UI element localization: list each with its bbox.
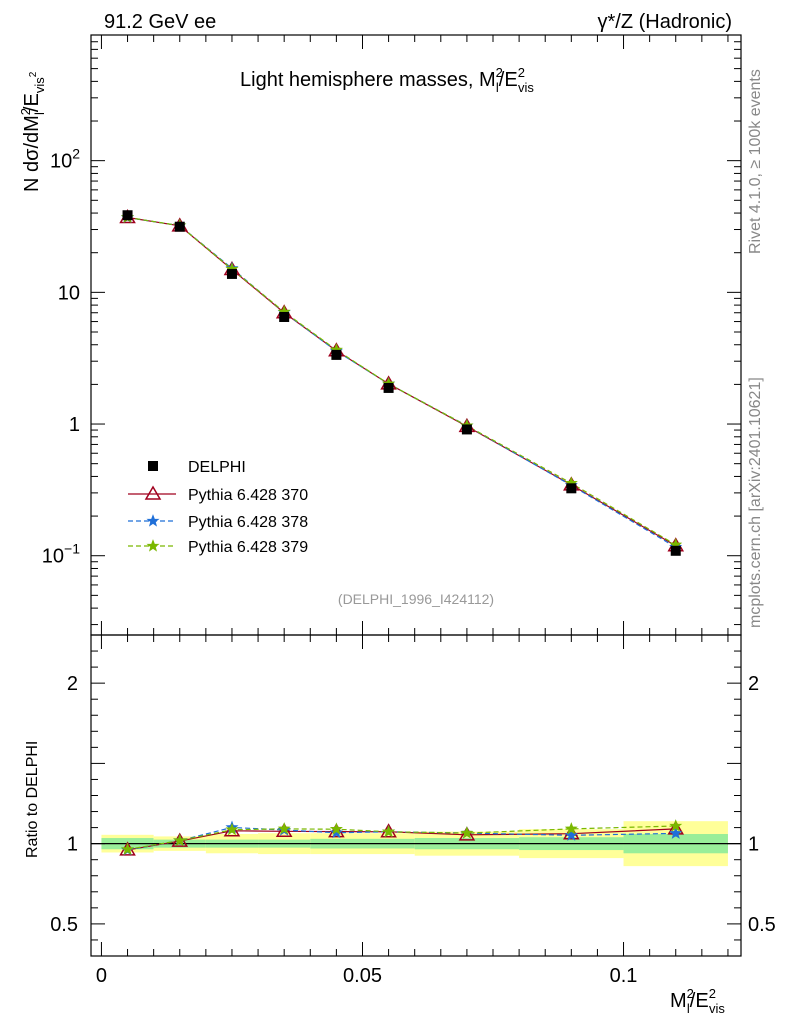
data-point: [566, 483, 577, 494]
ratio-point-2: [460, 826, 474, 839]
ratio-y-tick-label-left: 0.5: [50, 914, 78, 936]
ratio-point-2: [382, 824, 396, 838]
ratio-point-2: [564, 822, 578, 835]
header-left: 91.2 GeV ee: [104, 11, 216, 33]
ratio-point-2: [277, 822, 291, 835]
ratio-series: [119, 819, 685, 856]
y-tick-label: 1: [69, 414, 80, 436]
legend-marker: [144, 485, 162, 500]
data-point: [226, 268, 237, 279]
ratio-y-tick-label-left: 2: [67, 673, 78, 695]
x-tick-label: 0: [96, 965, 107, 987]
legend: DELPHI Pythia 6.428 370 Pythia 6.428 378 Py…: [128, 459, 308, 556]
legend-marker: [146, 539, 160, 552]
ratio-y-tick-label-left: 1: [67, 834, 78, 856]
data-point: [331, 349, 342, 360]
svg-text:Light hemisphere masses, M2l/E: Light hemisphere masses, M2 l/E2 vis: [240, 65, 534, 95]
ratio-point-2: [173, 833, 187, 847]
ratio-panel-frame: [90, 634, 742, 957]
analysis-id-annotation: (DELPHI_1996_I424112): [338, 591, 494, 607]
ratio-point-2: [120, 842, 135, 856]
ratio-point-1: [564, 828, 578, 841]
mcplots-label: mcplots.cern.ch [arXiv:2401.10621]: [747, 377, 764, 628]
main-series: [119, 209, 685, 556]
x-tick-label: 0.05: [343, 965, 382, 987]
y-tick-label: 102: [50, 146, 80, 173]
svg-text:N dσ/dM2l/Evis2: N dσ/dM2l/Evis2: [18, 71, 47, 192]
legend-marker-data: [148, 461, 158, 471]
data-point: [174, 221, 185, 232]
main-ylabel: N dσ/dM2l/Evis2: [18, 71, 47, 192]
ratio-point-1: [329, 825, 343, 839]
legend-label: Pythia 6.428 370: [188, 487, 308, 504]
ratio-y-tick-label-right: 1: [748, 834, 759, 856]
ratio-axes: 0 0.05 0.1 0.5 0.5 1 1 2 2: [50, 634, 776, 987]
x-axis-label: M2 l/E2 vis: [670, 986, 725, 1016]
main-axes: 10−1 1 10 102: [42, 34, 741, 635]
data-point: [279, 311, 290, 322]
ratio-point-0: [458, 826, 476, 841]
ratio-y-tick-label-right: 2: [748, 673, 759, 695]
main-title: Light hemisphere masses, M2 l/E2 vis: [240, 65, 534, 95]
y-tick-label: 10: [58, 282, 80, 304]
legend-marker: [146, 514, 160, 527]
rivet-version-label: Rivet 4.1.0, ≥ 100k events: [747, 69, 764, 254]
legend-label: Pythia 6.428 378: [188, 514, 308, 531]
ratio-point-2: [329, 822, 343, 835]
y-tick-label: 10−1: [42, 541, 80, 568]
x-tick-label: 0.1: [610, 965, 638, 987]
header-right: γ*/Z (Hadronic): [598, 11, 732, 33]
ratio-point-2: [225, 822, 239, 836]
data-point: [461, 424, 472, 435]
legend-label: DELPHI: [188, 459, 246, 476]
data-point: [122, 210, 133, 221]
ratio-point-1: [669, 826, 683, 839]
ratio-ylabel: Ratio to DELPHI: [24, 741, 41, 858]
ratio-y-tick-label-right: 0.5: [748, 914, 776, 936]
ratio-point-2: [669, 819, 683, 832]
data-point: [670, 545, 681, 556]
data-point: [383, 382, 394, 393]
legend-label: Pythia 6.428 379: [188, 539, 308, 556]
